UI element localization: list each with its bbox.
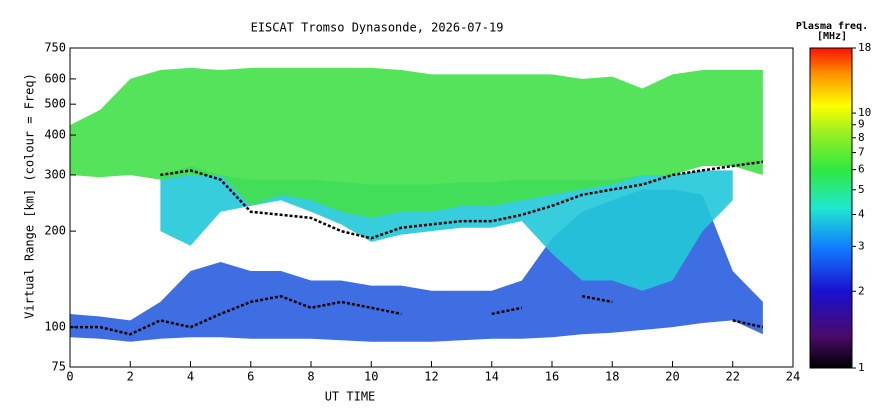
x-tick-label: 14 xyxy=(485,370,499,384)
y-tick-label: 600 xyxy=(44,71,66,85)
trace-line xyxy=(160,160,764,240)
x-tick-label: 12 xyxy=(424,370,438,384)
colorbar xyxy=(809,47,853,369)
y-tick-label: 75 xyxy=(52,360,66,374)
colorbar-tick-label: 9 xyxy=(858,118,865,131)
x-axis-label: UT TIME xyxy=(325,390,376,404)
y-axis-label: Virtual Range [km] (colour = Freq) xyxy=(23,73,37,319)
y-tick-label: 100 xyxy=(44,320,66,334)
x-tick-label: 22 xyxy=(726,370,740,384)
colorbar-unit: [MHz] xyxy=(817,31,847,42)
x-tick-label: 4 xyxy=(187,370,194,384)
colorbar-tick-label: 18 xyxy=(858,41,871,54)
colorbar-tick-label: 10 xyxy=(858,106,871,119)
x-tick-label: 24 xyxy=(786,370,800,384)
x-tick-label: 8 xyxy=(307,370,314,384)
colorbar-tick-label: 3 xyxy=(858,239,865,252)
x-tick-label: 2 xyxy=(127,370,134,384)
y-tick-label: 300 xyxy=(44,167,66,181)
trace-line xyxy=(70,294,764,336)
y-tick-label: 200 xyxy=(44,224,66,238)
colorbar-tick-label: 1 xyxy=(858,361,865,374)
x-tick-label: 16 xyxy=(545,370,559,384)
colorbar-tick-label: 7 xyxy=(858,146,865,159)
colorbar-label: Plasma freq. xyxy=(796,21,868,32)
colorbar-tick-label: 5 xyxy=(858,183,865,196)
colorbar-tick-label: 8 xyxy=(858,131,865,144)
echo-band xyxy=(70,67,763,218)
colorbar-tick-label: 2 xyxy=(858,284,865,297)
colorbar-tick-label: 6 xyxy=(858,163,865,176)
x-tick-label: 0 xyxy=(66,370,73,384)
x-tick-label: 18 xyxy=(605,370,619,384)
x-tick-label: 20 xyxy=(665,370,679,384)
x-tick-label: 10 xyxy=(364,370,378,384)
colorbar-tick-label: 4 xyxy=(858,208,865,221)
x-tick-label: 6 xyxy=(247,370,254,384)
y-tick-label: 500 xyxy=(44,97,66,111)
chart-title: EISCAT Tromso Dynasonde, 2026-07-19 xyxy=(251,21,504,35)
y-tick-label: 400 xyxy=(44,128,66,142)
y-tick-label: 750 xyxy=(44,41,66,55)
